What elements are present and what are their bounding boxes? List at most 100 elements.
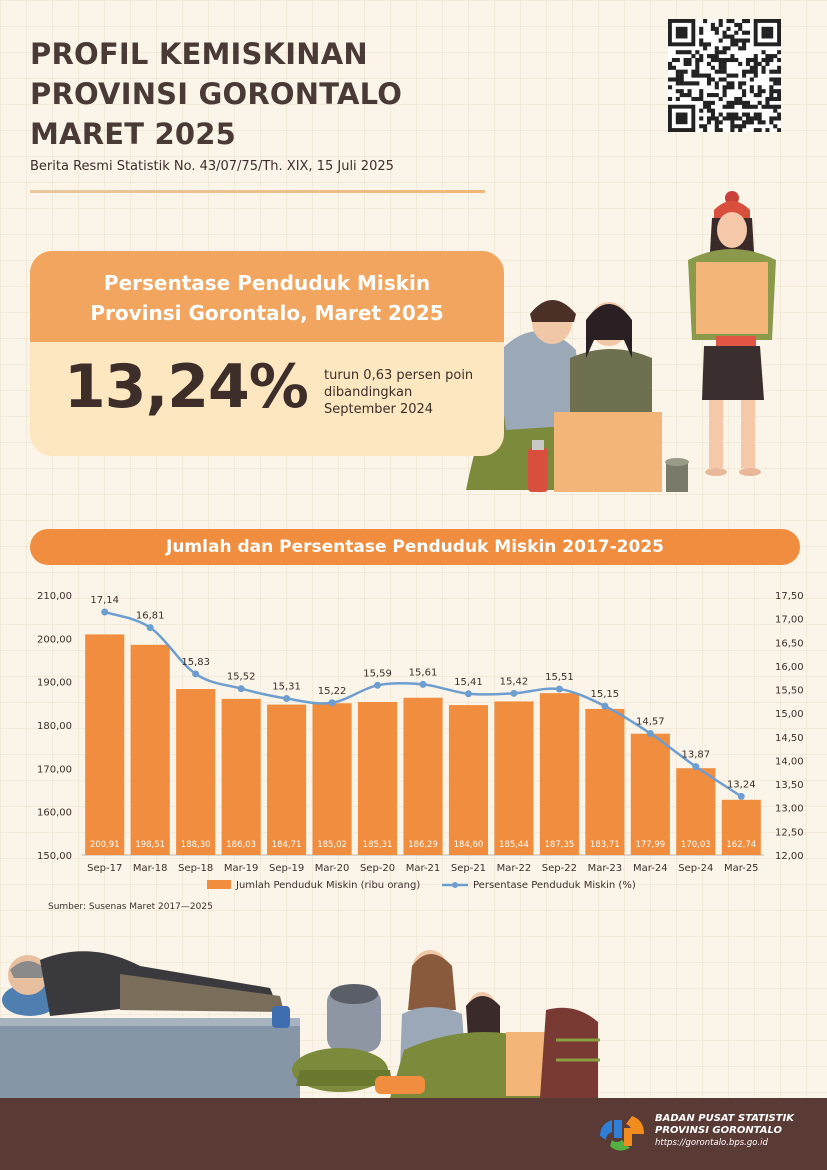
highlight-card: Persentase Penduduk Miskin Provinsi Goro… — [30, 251, 504, 456]
bar-value-label: 183,71 — [590, 840, 620, 850]
line-point — [737, 792, 745, 800]
page-title: PROFIL KEMISKINAN PROVINSI GORONTALO MAR… — [30, 34, 402, 154]
line-value-label: 17,14 — [90, 595, 119, 606]
x-axis-tick-label: Mar-23 — [588, 863, 623, 874]
x-axis-tick-label: Sep-17 — [87, 863, 122, 874]
line-value-label: 15,51 — [545, 672, 574, 683]
line-value-label: 15,61 — [409, 667, 438, 678]
bar — [721, 799, 761, 855]
line-point — [101, 608, 109, 616]
line-point — [237, 685, 245, 693]
line-value-label: 15,31 — [272, 682, 301, 693]
line-value-label: 15,22 — [318, 686, 347, 697]
x-axis-tick-label: Sep-20 — [360, 863, 395, 874]
line-point — [464, 690, 472, 698]
title-line: PROVINSI GORONTALO — [30, 77, 403, 111]
right-axis-tick-label: 14,50 — [775, 733, 804, 744]
line-value-label: 15,15 — [591, 689, 620, 700]
line-point — [510, 689, 518, 697]
line-value-label: 13,87 — [681, 750, 710, 761]
bar — [357, 701, 398, 855]
homeless-scene-illustration — [0, 950, 600, 1098]
left-axis-tick-label: 200,00 — [37, 634, 72, 645]
bar — [539, 693, 579, 855]
left-axis-tick-label: 180,00 — [37, 721, 72, 732]
line-point — [601, 702, 609, 710]
x-axis-tick-label: Sep-18 — [178, 863, 213, 874]
right-axis-tick-label: 12,50 — [775, 827, 804, 838]
line-point — [419, 680, 427, 688]
organization-name: BADAN PUSAT STATISTIK PROVINSI GORONTALO… — [655, 1113, 794, 1149]
right-axis-tick-label: 15,00 — [775, 709, 804, 720]
title-underline — [30, 190, 485, 193]
change-note-line: dibandingkan — [324, 385, 413, 400]
x-axis-tick-label: Sep-24 — [678, 863, 713, 874]
data-source: Sumber: Susenas Maret 2017—2025 — [48, 902, 213, 912]
bar-value-label: 186,03 — [226, 840, 256, 850]
left-axis-tick-label: 210,00 — [37, 591, 72, 602]
bar — [130, 644, 170, 855]
title-line: MARET 2025 — [30, 117, 237, 151]
title-line: PROFIL KEMISKINAN — [30, 37, 368, 71]
legend-line-marker — [452, 882, 458, 888]
right-axis-tick-label: 13,00 — [775, 804, 804, 815]
bar-value-label: 177,99 — [635, 840, 665, 850]
release-subtitle: Berita Resmi Statistik No. 43/07/75/Th. … — [30, 159, 394, 174]
bps-logo-icon — [600, 1116, 644, 1151]
line-value-label: 13,24 — [727, 779, 756, 790]
bar — [85, 634, 125, 855]
change-note: turun 0,63 persen poin dibandingkan Sept… — [324, 367, 473, 418]
line-point — [146, 624, 154, 632]
bar — [176, 689, 216, 855]
org-website-link[interactable]: https://gorontalo.bps.go.id — [655, 1138, 768, 1148]
bar — [494, 701, 534, 855]
bar-value-label: 187,35 — [545, 840, 575, 850]
footer-bar — [0, 1098, 827, 1170]
bar — [403, 697, 443, 855]
people-illustration — [466, 191, 776, 492]
left-axis-tick-label: 150,00 — [37, 851, 72, 862]
legend-bar-swatch — [207, 880, 231, 889]
line-value-label: 15,59 — [363, 668, 392, 679]
line-value-label: 16,81 — [136, 611, 165, 622]
bar — [312, 703, 352, 855]
line-point — [555, 685, 563, 693]
bar — [676, 768, 716, 855]
change-note-line: turun 0,63 persen poin — [324, 368, 474, 383]
line-value-label: 15,42 — [500, 676, 529, 687]
x-axis-tick-label: Mar-22 — [497, 863, 532, 874]
poverty-combo-chart: 210,00 200,00 190,00 180,00 170,00 160,00 150,… — [37, 591, 804, 891]
right-axis-tick-label: 15,50 — [775, 686, 804, 697]
right-axis-tick-label: 17,00 — [775, 615, 804, 626]
bar — [267, 704, 307, 855]
chart-title: Jumlah dan Persentase Penduduk Miskin 20… — [30, 529, 800, 565]
x-axis-tick-label: Mar-18 — [133, 863, 168, 874]
left-axis-tick-label: 190,00 — [37, 678, 72, 689]
line-value-label: 15,41 — [454, 677, 483, 688]
legend-line-label: Persentase Penduduk Miskin (%) — [473, 880, 636, 891]
x-axis-tick-label: Sep-19 — [269, 863, 304, 874]
x-axis-tick-label: Mar-20 — [315, 863, 350, 874]
x-axis-tick-label: Mar-24 — [633, 863, 668, 874]
bar-value-label: 184,71 — [272, 840, 302, 850]
bar-value-label: 184,60 — [454, 840, 484, 850]
bar — [448, 705, 489, 855]
bar — [630, 733, 670, 855]
bar-value-label: 188,30 — [181, 840, 211, 850]
qr-code-icon — [668, 19, 781, 132]
change-note-line: September 2024 — [324, 402, 434, 417]
right-axis-tick-label: 14,00 — [775, 756, 804, 767]
x-axis-tick-label: Sep-22 — [542, 863, 577, 874]
org-line: PROVINSI GORONTALO — [655, 1125, 782, 1136]
bar-value-label: 185,44 — [499, 840, 529, 850]
line-point — [374, 681, 382, 689]
bar-value-label: 185,02 — [317, 840, 347, 850]
line-value-label: 14,57 — [636, 717, 665, 728]
legend-bar-label: Jumlah Penduduk Miskin (ribu orang) — [235, 880, 420, 891]
x-axis-tick-label: Mar-19 — [224, 863, 259, 874]
line-value-label: 15,83 — [181, 657, 210, 668]
line-point — [646, 730, 654, 738]
highlight-title-line: Persentase Penduduk Miskin — [103, 271, 431, 295]
x-axis-tick-label: Mar-21 — [406, 863, 441, 874]
bar-value-label: 198,51 — [135, 840, 165, 850]
